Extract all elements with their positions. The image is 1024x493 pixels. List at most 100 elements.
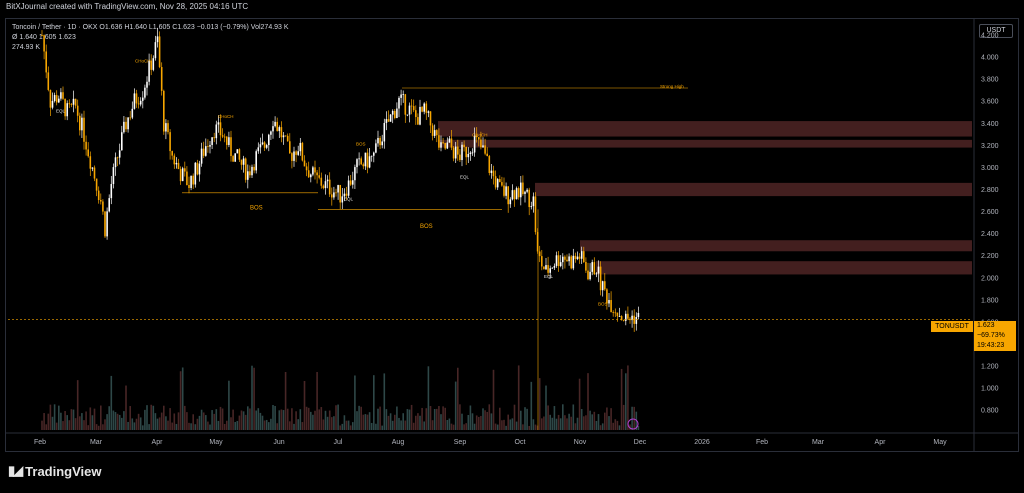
price-tag-change: −69.73% (977, 332, 1005, 339)
volume-bar (282, 410, 285, 430)
candle-body (66, 103, 68, 117)
volume-bar (526, 408, 528, 430)
candle-body (576, 256, 579, 260)
volume-bar (47, 413, 50, 430)
candle-body (408, 105, 411, 115)
volume-bar (55, 422, 58, 430)
candle-body (627, 313, 629, 319)
volume-bar (295, 411, 297, 430)
candle-body (555, 255, 558, 266)
volume-bar (58, 405, 60, 430)
volume-bar (64, 411, 66, 430)
volume-bar (373, 375, 375, 430)
volume-bar (442, 406, 444, 430)
volume-bar (265, 419, 268, 430)
candle-body (192, 175, 194, 185)
volume-bar (633, 406, 635, 430)
volume-bar (402, 413, 404, 430)
candle-body (274, 121, 276, 127)
volume-bar (259, 412, 262, 430)
volume-bar (219, 406, 222, 430)
candle-body (583, 251, 585, 263)
candle-body (221, 135, 224, 137)
volume-bar (280, 409, 283, 430)
volume-bar (169, 408, 171, 430)
candle-body (431, 125, 434, 136)
volume-bar (608, 416, 610, 430)
volume-bar (352, 422, 354, 430)
candle-body (284, 135, 287, 137)
candle-body (318, 175, 320, 178)
candle-body (131, 108, 134, 118)
candle-body (488, 156, 491, 173)
volume-bar (520, 410, 522, 430)
candle-body (310, 174, 312, 178)
volume-bar (228, 380, 230, 430)
volume-bar (171, 422, 173, 430)
candle-body (570, 256, 572, 269)
volume-bar (284, 371, 287, 430)
y-tick-label: 1.800 (981, 297, 999, 304)
volume-bar (580, 409, 583, 430)
volume-bar (536, 425, 539, 430)
volume-bar (408, 409, 411, 430)
candle-body (494, 176, 497, 188)
volume-bar (314, 410, 316, 430)
candle-body (179, 169, 182, 182)
candle-body (240, 159, 243, 165)
volume-bar (135, 418, 138, 430)
volume-bar (410, 404, 413, 430)
candle-body (276, 121, 278, 132)
volume-bar (463, 424, 465, 430)
candle-body (286, 135, 289, 142)
candle-body (282, 135, 285, 138)
volume-bar (433, 408, 436, 430)
volume-bar (316, 371, 318, 430)
candle-body (341, 196, 344, 203)
volume-bar (240, 410, 243, 430)
volume-bar (87, 425, 89, 430)
y-tick-label: 2.800 (981, 187, 999, 194)
volume-bar (62, 421, 64, 430)
price-chart[interactable]: 4.200 4.000 3.800 3.600 3.400 3.200 3.000 2.800… (0, 0, 1024, 452)
candle-body (391, 110, 394, 115)
volume-bar (93, 408, 96, 430)
volume-bar (591, 414, 593, 430)
volume-bar (566, 418, 568, 430)
supply-zone (535, 182, 972, 197)
candle-body (347, 180, 350, 196)
volume-bar (387, 415, 390, 430)
candle-body (601, 281, 604, 291)
volume-bar (192, 414, 194, 430)
volume-bar (144, 409, 146, 430)
volume-bar (142, 425, 144, 430)
tradingview-logo[interactable]: ▮◢ TradingView (8, 463, 102, 479)
candle-body (532, 196, 535, 207)
candle-body (385, 119, 388, 123)
candle-body (43, 35, 45, 52)
volume-bar (131, 418, 134, 430)
volume-bar (328, 410, 331, 430)
x-tick-label: Dec (634, 439, 647, 446)
candle-body (612, 312, 614, 313)
candle-body (79, 115, 81, 131)
legend-symbol[interactable]: Toncoin / Tether · 1D · OKX O1.636 H1.64… (12, 23, 289, 32)
candle-body (58, 98, 60, 103)
candle-body (133, 93, 136, 109)
candle-body (536, 232, 539, 252)
currency-selector[interactable]: USDT (979, 24, 1013, 38)
volume-bar (66, 415, 68, 430)
volume-bar (186, 412, 188, 430)
candle-body (228, 137, 230, 145)
volume-bar (501, 420, 503, 430)
x-tick-label: Jul (334, 439, 343, 446)
volume-bar (223, 423, 226, 430)
candle-body (160, 67, 163, 91)
candle-body (202, 148, 205, 156)
candle-body (343, 193, 346, 197)
candle-body (379, 137, 381, 146)
candle-body (520, 182, 522, 198)
x-tick-label: Mar (90, 439, 103, 446)
candle-body (152, 58, 155, 70)
candle-body (186, 171, 188, 185)
